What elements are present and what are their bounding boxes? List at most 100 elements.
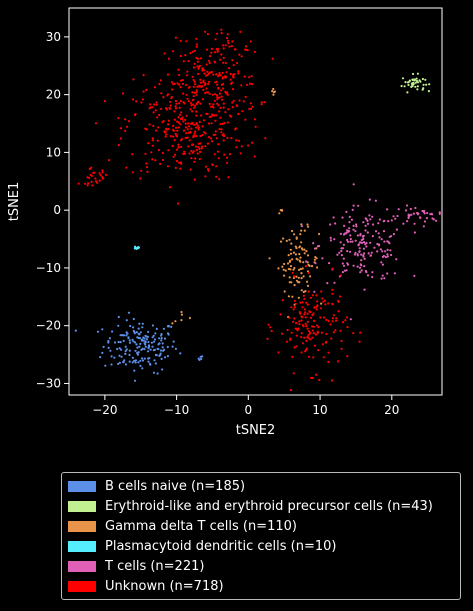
data-point <box>313 258 316 261</box>
plot-frame <box>68 7 443 396</box>
data-point <box>210 47 213 51</box>
data-point <box>298 245 301 248</box>
data-point <box>144 152 147 155</box>
data-point <box>199 81 202 84</box>
legend-item: Erythroid-like and erythroid precursor c… <box>68 496 454 516</box>
data-point <box>125 334 128 337</box>
data-point <box>319 316 322 319</box>
data-point <box>152 349 155 352</box>
data-point <box>219 74 222 77</box>
data-point <box>214 119 217 122</box>
data-point <box>206 142 210 145</box>
data-point <box>380 261 383 264</box>
data-point <box>341 262 344 265</box>
data-point <box>184 126 187 129</box>
x-axis-label: tSNE2 <box>236 423 276 438</box>
data-point <box>148 107 151 110</box>
data-point <box>431 213 434 216</box>
data-point <box>179 167 182 170</box>
legend-swatch <box>68 540 96 552</box>
data-point <box>192 66 196 69</box>
data-point <box>128 360 131 363</box>
data-point <box>186 128 189 131</box>
data-point <box>163 348 166 351</box>
data-point <box>371 215 374 218</box>
data-point <box>125 125 129 128</box>
data-point <box>277 351 280 354</box>
data-point <box>187 60 190 63</box>
data-point <box>131 98 135 101</box>
data-point <box>234 127 238 130</box>
data-point <box>248 76 251 79</box>
data-point <box>224 90 227 93</box>
data-point <box>160 334 163 337</box>
data-point <box>192 150 195 153</box>
data-point <box>195 135 198 138</box>
data-point <box>222 56 225 60</box>
data-point <box>329 223 332 226</box>
data-point <box>352 264 355 267</box>
data-point <box>244 45 248 48</box>
data-point <box>364 224 367 227</box>
data-point <box>292 268 295 271</box>
data-point <box>429 213 432 216</box>
data-point <box>300 225 303 228</box>
data-point <box>148 123 151 126</box>
data-point <box>193 123 196 126</box>
data-point <box>303 308 306 311</box>
data-point <box>390 219 393 222</box>
data-point <box>325 318 328 321</box>
data-point <box>132 340 135 343</box>
data-point <box>155 101 158 104</box>
data-point <box>313 247 317 250</box>
data-point <box>131 171 134 174</box>
data-point <box>357 243 360 246</box>
data-point <box>290 242 293 245</box>
data-point <box>302 325 305 328</box>
data-point <box>213 153 216 156</box>
data-point <box>309 296 312 299</box>
data-point <box>300 277 303 280</box>
data-point <box>188 316 191 320</box>
data-point <box>373 246 376 249</box>
data-point <box>323 299 327 302</box>
data-point <box>226 39 230 42</box>
data-point <box>238 53 241 56</box>
data-point <box>163 52 166 55</box>
data-point <box>248 107 251 110</box>
data-point <box>307 337 311 340</box>
data-point <box>216 102 219 105</box>
data-point <box>408 79 411 82</box>
data-point <box>287 295 290 298</box>
data-point <box>125 331 128 334</box>
data-point <box>173 82 176 85</box>
data-point <box>309 316 313 319</box>
data-point <box>198 120 201 124</box>
data-point <box>122 361 125 364</box>
data-point <box>340 254 343 257</box>
data-point <box>315 294 318 297</box>
data-point <box>203 131 206 134</box>
data-point <box>308 310 311 313</box>
data-point <box>360 269 363 272</box>
x-tick-label: −20 <box>92 403 117 417</box>
data-point <box>132 317 135 321</box>
data-point <box>311 329 314 332</box>
data-point <box>172 124 175 127</box>
data-point <box>298 268 301 271</box>
data-point <box>288 281 291 284</box>
data-point <box>213 99 216 102</box>
data-point <box>166 165 170 168</box>
data-point <box>297 296 300 299</box>
data-point <box>178 113 182 116</box>
data-point <box>231 40 234 43</box>
data-point <box>173 153 177 156</box>
data-point <box>152 340 156 343</box>
data-point <box>251 105 254 108</box>
data-point <box>216 32 219 35</box>
data-point <box>300 229 303 232</box>
data-point <box>141 367 144 370</box>
data-point <box>311 376 314 380</box>
data-point <box>306 254 310 257</box>
data-point <box>316 324 319 327</box>
